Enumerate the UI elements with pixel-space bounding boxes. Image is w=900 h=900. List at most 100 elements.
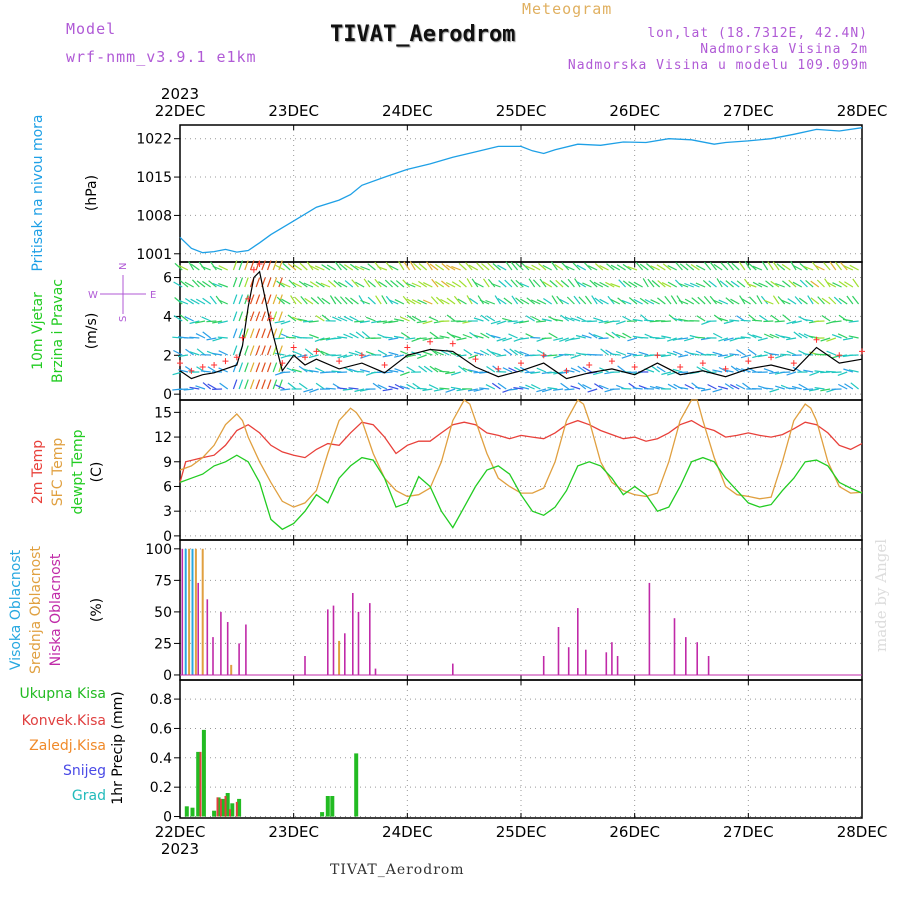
wind-barb <box>820 388 831 392</box>
gust-marker <box>631 363 638 370</box>
wind-barb <box>416 337 427 340</box>
wind-barb <box>567 278 575 288</box>
wind-barb <box>494 295 502 305</box>
wind-barb <box>848 369 859 373</box>
wind-barb <box>338 281 348 288</box>
wind-barb <box>587 388 598 393</box>
precip-bar-konvek-kisa <box>216 797 219 817</box>
wind-barb <box>816 279 825 288</box>
wind-barb <box>823 262 831 271</box>
clouds-bar-niska-oblacnost <box>245 624 247 675</box>
wind-barb <box>803 333 814 339</box>
wind-barb <box>559 337 569 342</box>
wind-barb <box>633 281 643 288</box>
wind-barb <box>388 320 399 324</box>
wind-barb <box>232 328 238 339</box>
wind-barb <box>684 383 695 390</box>
clouds-bar-niska-oblacnost <box>585 649 587 675</box>
wind-barb <box>249 311 255 322</box>
wind-barb <box>212 337 223 342</box>
x-tick-label: 23DEC <box>268 102 319 120</box>
wind-barb <box>343 315 354 322</box>
wind-barb <box>184 297 194 305</box>
wind-barb <box>300 296 308 305</box>
wind-barb <box>423 282 433 288</box>
precip-bar-konvek-kisa <box>224 796 227 817</box>
wind-barb <box>810 280 820 288</box>
wind-barb <box>462 367 473 373</box>
wind-barb <box>374 278 382 288</box>
gust-marker <box>188 367 195 374</box>
wind-barb <box>217 336 228 339</box>
wind-barb <box>838 297 848 305</box>
wind-barb <box>738 261 746 271</box>
y-tick-label: 0.6 <box>150 721 172 737</box>
pressure-panel: 1001 1008 1015 1022 <box>136 124 863 263</box>
precip-bar-ukupna-kisa <box>221 798 226 817</box>
wind-barb <box>272 277 278 288</box>
y-tick-label: 0.2 <box>150 780 172 796</box>
wind-barb <box>740 354 751 359</box>
wind-barb <box>266 328 272 339</box>
wind-barb <box>422 337 433 341</box>
wind-barb <box>791 320 802 324</box>
wind-barb <box>388 351 399 356</box>
clouds-bar-niska-oblacnost <box>327 609 329 675</box>
wind-barb <box>815 265 825 271</box>
wind-barb <box>817 296 825 305</box>
wind-barb <box>329 295 337 305</box>
wind-barb <box>570 337 581 341</box>
wind-barb <box>774 320 785 323</box>
wind-barb <box>747 348 757 356</box>
wind-barb <box>487 262 496 271</box>
wind-barb <box>423 365 433 373</box>
wind-barb <box>559 298 570 305</box>
wind-barb <box>609 320 620 323</box>
wind-barb <box>173 281 183 288</box>
wind-barb <box>638 351 649 356</box>
wind-barb <box>462 333 473 339</box>
wind-barb <box>504 279 513 288</box>
footer-station: TIVAT_Aerodrom <box>330 862 465 878</box>
x-tick-label: 24DEC <box>382 102 433 120</box>
wind-barb <box>547 387 558 390</box>
temp-unit: (C) <box>89 462 105 483</box>
wind-barb <box>490 334 501 339</box>
wind-barb <box>244 362 249 373</box>
wind-barb <box>599 298 609 305</box>
wind-barb <box>416 320 427 324</box>
wind-barb <box>555 279 564 288</box>
wind-barb <box>191 279 200 288</box>
gust-marker <box>790 360 797 367</box>
wind-barb <box>591 295 598 305</box>
wind-barb <box>189 386 200 390</box>
wind-barb <box>556 295 564 305</box>
wind-barb <box>365 316 376 322</box>
wind-barb <box>278 345 283 356</box>
wind-barb <box>554 263 564 271</box>
gust-marker <box>859 348 865 355</box>
wind-barb <box>526 297 536 305</box>
wind-barb <box>621 387 632 390</box>
wind-barb <box>473 388 484 392</box>
clouds-bar-niska-oblacnost <box>707 656 710 675</box>
wind-barb <box>342 354 353 359</box>
wind-barb <box>483 278 490 288</box>
gust-marker <box>177 360 183 367</box>
wind-barb <box>616 333 626 339</box>
wind-barb <box>195 333 206 339</box>
wind-barb <box>678 337 689 340</box>
wind-barb <box>382 336 393 339</box>
wind-barb <box>416 354 427 359</box>
wind-barb <box>848 335 859 339</box>
wind-barb <box>411 282 422 288</box>
wind-barb <box>274 352 285 356</box>
wind-barb <box>837 333 848 339</box>
wind-barb <box>177 388 188 391</box>
wind-barb <box>770 314 780 322</box>
wind-barb <box>792 366 803 373</box>
wind-barb <box>486 315 496 322</box>
wind-barb <box>678 386 689 390</box>
wind-barb <box>178 354 189 358</box>
wind-barb <box>582 366 592 373</box>
